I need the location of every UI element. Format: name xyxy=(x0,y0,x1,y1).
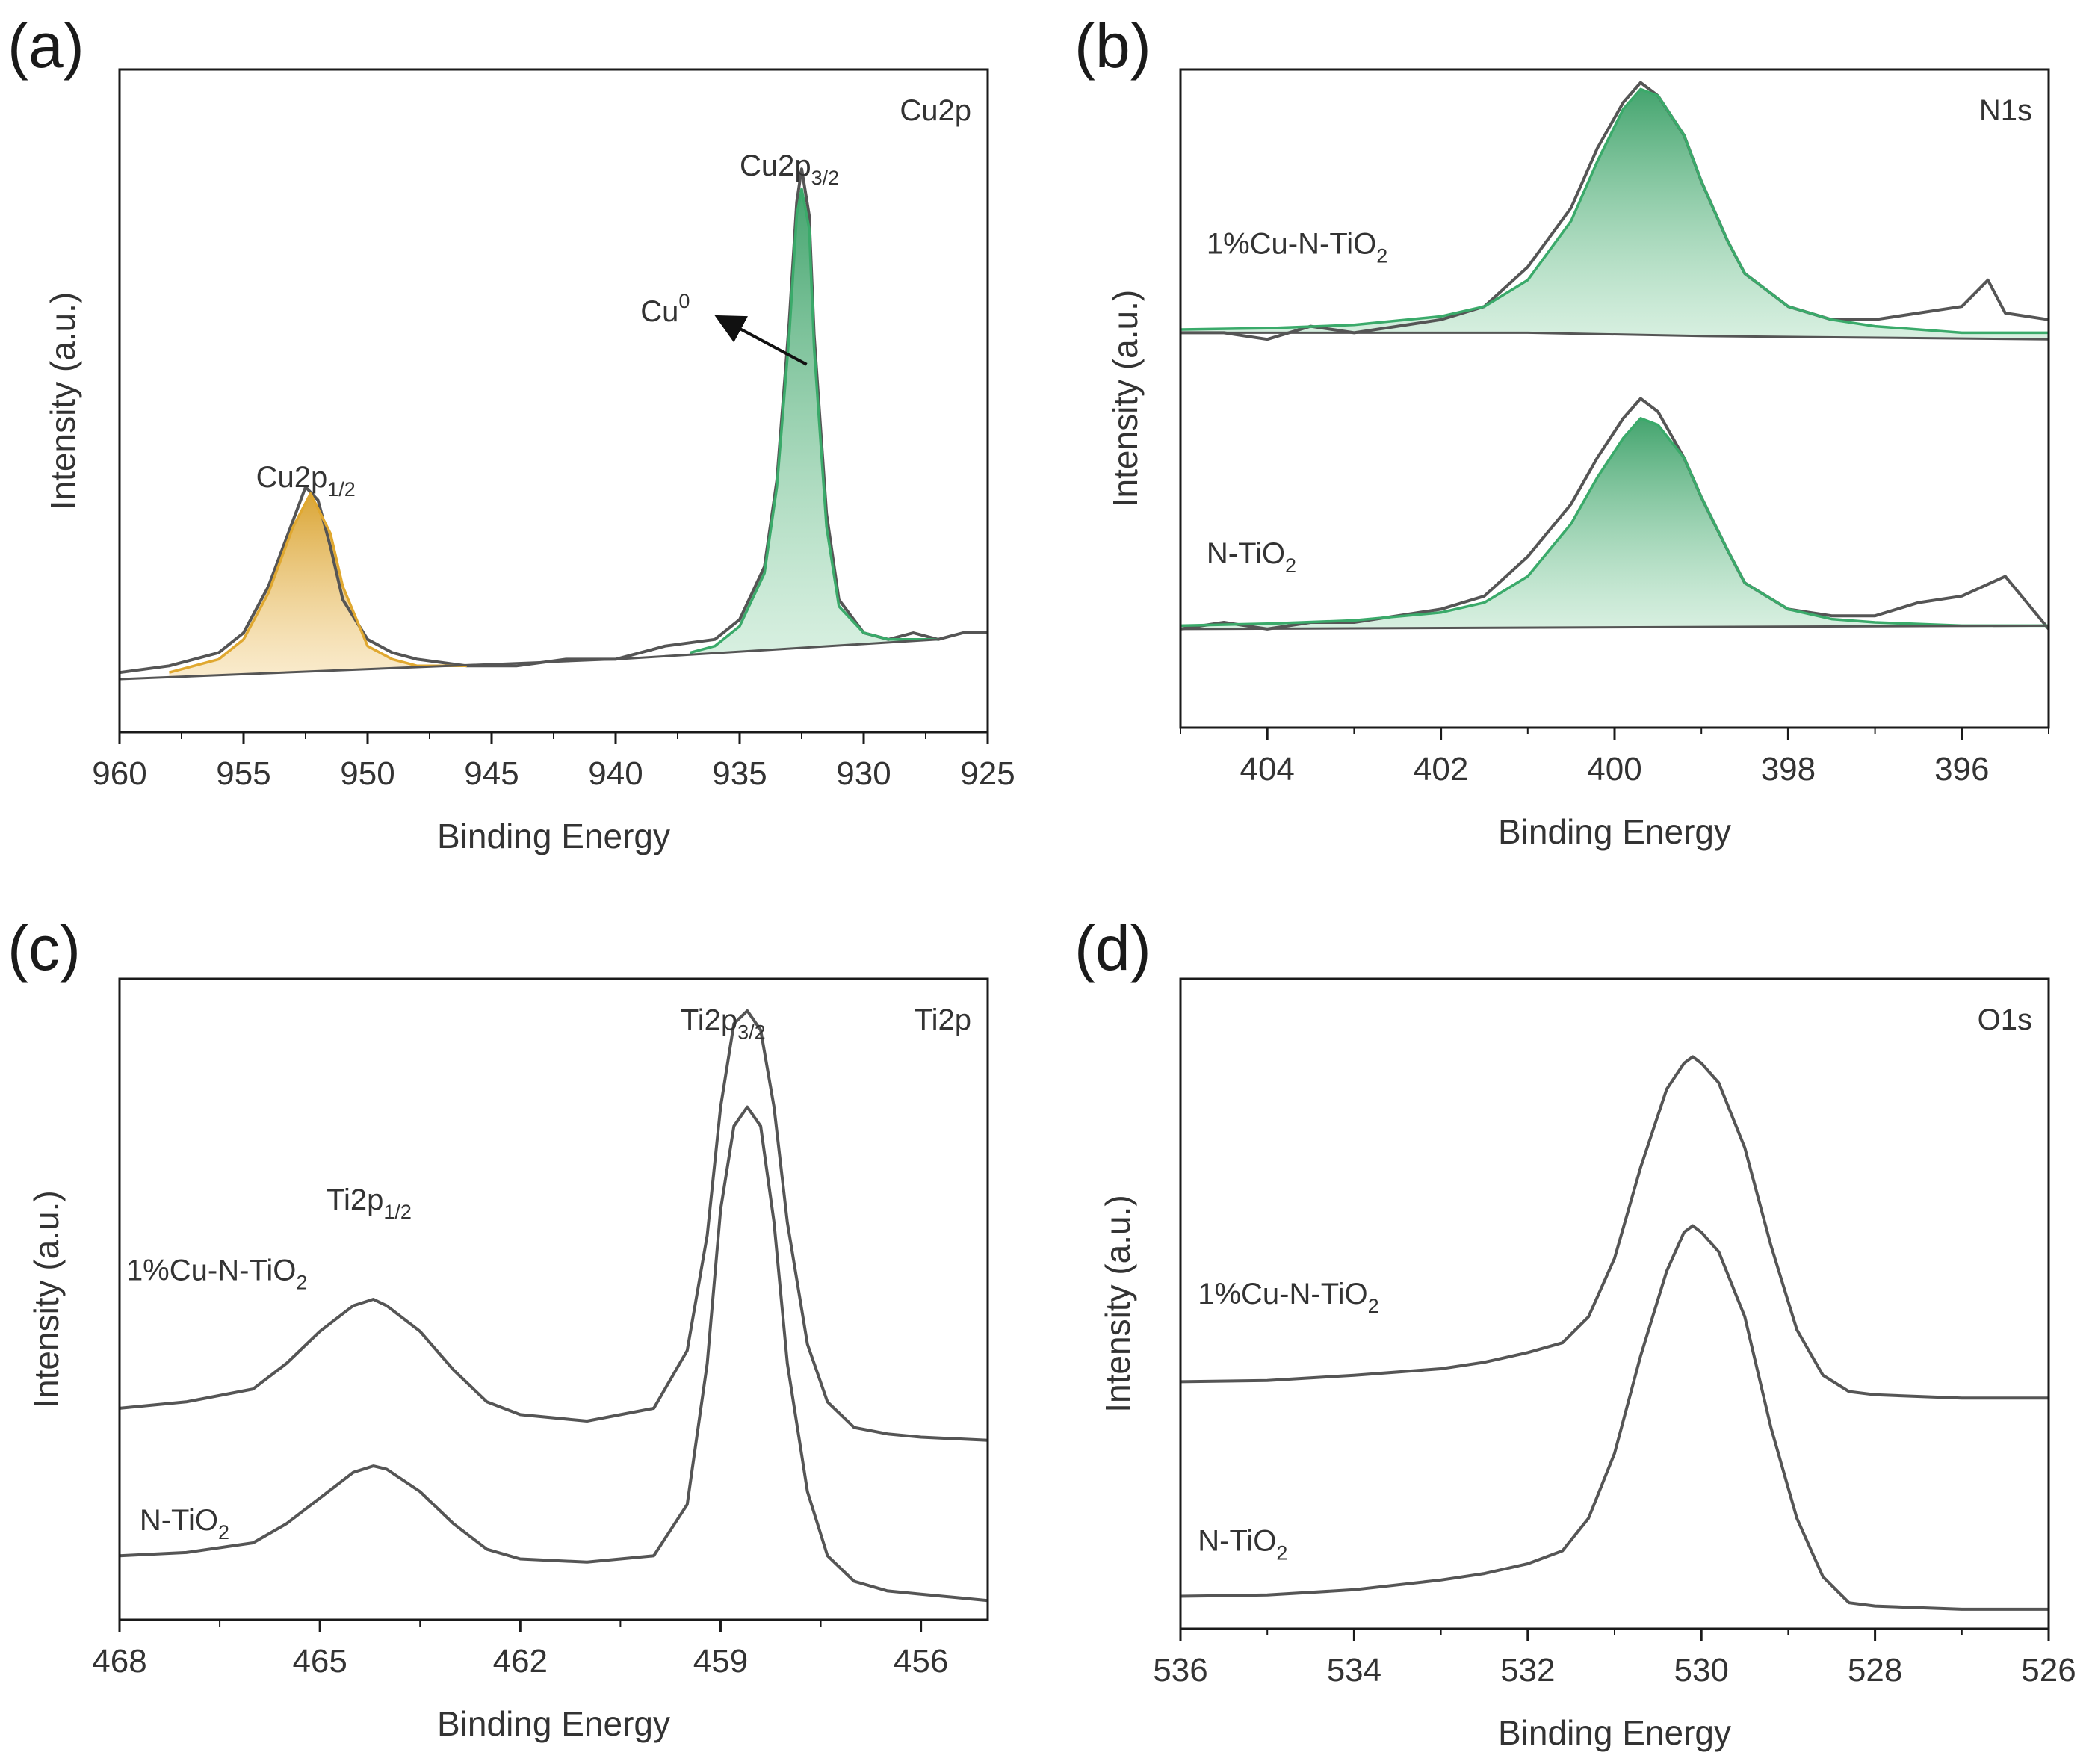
y-axis-title: Intensity (a.u.) xyxy=(1106,290,1145,507)
x-tick-label: 534 xyxy=(1327,1652,1381,1689)
x-tick-label: 468 xyxy=(92,1643,146,1680)
peak-annotation: Ti2p1/2 xyxy=(327,1183,412,1223)
peak-annotation: 1%Cu-N-TiO2 xyxy=(1198,1278,1378,1317)
peak-annotation: 1%Cu-N-TiO2 xyxy=(126,1254,307,1293)
peak-fill-area xyxy=(169,493,467,678)
spectrum-region-label: O1s xyxy=(1978,1003,2032,1036)
series-line-background xyxy=(119,638,938,681)
x-tick-label: 935 xyxy=(712,755,767,792)
y-axis-title: Intensity (a.u.) xyxy=(43,292,82,510)
y-axis-title: Intensity (a.u.) xyxy=(1098,1195,1137,1412)
series-line-data xyxy=(1180,1055,2049,1400)
x-tick-label: 456 xyxy=(894,1643,948,1680)
series-line-fit xyxy=(690,187,938,654)
panel-a: (a) 960 955 950 945 940 935 930 925 Binding Energ… xyxy=(7,10,1015,855)
x-tick-label: 945 xyxy=(464,755,519,792)
panel-label: (a) xyxy=(7,10,84,81)
spectrum-region-label: Ti2p xyxy=(915,1003,971,1036)
x-tick-label: 528 xyxy=(1848,1652,1902,1689)
series-line-raw xyxy=(119,167,988,675)
series-line-data xyxy=(119,1009,988,1442)
series-line-fit xyxy=(168,492,467,674)
x-tick-label: 930 xyxy=(836,755,891,792)
peak-fill-area xyxy=(1180,89,2049,340)
x-tick-label: 402 xyxy=(1414,751,1468,787)
x-tick-label: 955 xyxy=(216,755,270,792)
x-tick-label: 925 xyxy=(960,755,1015,792)
x-axis-title: Binding Energy xyxy=(1498,812,1731,851)
x-tick-label: 960 xyxy=(92,755,146,792)
spectrum-region-label: N1s xyxy=(1979,94,2032,127)
x-axis-title: Binding Energy xyxy=(1498,1713,1731,1752)
x-tick-label: 526 xyxy=(2021,1652,2076,1689)
peak-annotation: Cu2p1/2 xyxy=(256,461,356,501)
peak-fill-area xyxy=(690,188,938,655)
peak-annotation: N-TiO2 xyxy=(140,1504,229,1544)
series-line-data xyxy=(119,1105,988,1603)
panel-label: (d) xyxy=(1074,913,1151,983)
panel-b: (b) 404 402 400 398 396 Binding Energy Intensit… xyxy=(1074,10,2050,851)
panel-d: (d) 536 534 532 530 528 526 Binding Energy Inten… xyxy=(1074,913,2076,1752)
panel-label: (b) xyxy=(1074,10,1151,81)
x-axis-title: Binding Energy xyxy=(437,1704,670,1743)
x-axis-title: Binding Energy xyxy=(437,817,670,855)
series-line-background xyxy=(1180,624,2049,631)
x-tick-label: 404 xyxy=(1240,751,1294,787)
x-tick-label: 465 xyxy=(292,1643,347,1680)
x-tick-label: 530 xyxy=(1674,1652,1728,1689)
x-tick-label: 459 xyxy=(693,1643,748,1680)
x-tick-label: 462 xyxy=(493,1643,548,1680)
x-tick-label: 940 xyxy=(588,755,643,792)
peak-annotation: Cu0 xyxy=(640,290,690,328)
y-axis-title: Intensity (a.u.) xyxy=(27,1190,66,1408)
series-line-fit xyxy=(1180,87,2049,335)
series-line-background xyxy=(1180,331,2049,341)
series-line-raw xyxy=(1180,397,2050,631)
panel-label: (c) xyxy=(7,913,81,983)
series-line-data xyxy=(1180,1224,2049,1611)
x-tick-label: 400 xyxy=(1587,751,1641,787)
x-tick-label: 396 xyxy=(1934,751,1989,787)
x-tick-label: 532 xyxy=(1500,1652,1555,1689)
x-tick-label: 398 xyxy=(1761,751,1816,787)
peak-annotation: Ti2p3/2 xyxy=(681,1004,766,1044)
peak-annotation: N-TiO2 xyxy=(1207,537,1296,577)
spectrum-region-label: Cu2p xyxy=(900,94,971,127)
x-tick-label: 950 xyxy=(340,755,394,792)
series-line-fit xyxy=(1180,417,2049,628)
peak-annotation: 1%Cu-N-TiO2 xyxy=(1207,228,1387,267)
panel-c: (c) 468 465 462 459 456 Binding Energy Intensit… xyxy=(7,913,989,1743)
x-tick-label: 536 xyxy=(1153,1652,1207,1689)
plot-frame xyxy=(118,977,989,1621)
peak-annotation: N-TiO2 xyxy=(1198,1525,1287,1565)
peak-fill-area xyxy=(1180,418,2049,629)
peak-annotation: Cu2p3/2 xyxy=(740,149,839,189)
annotation-arrow xyxy=(714,315,808,366)
